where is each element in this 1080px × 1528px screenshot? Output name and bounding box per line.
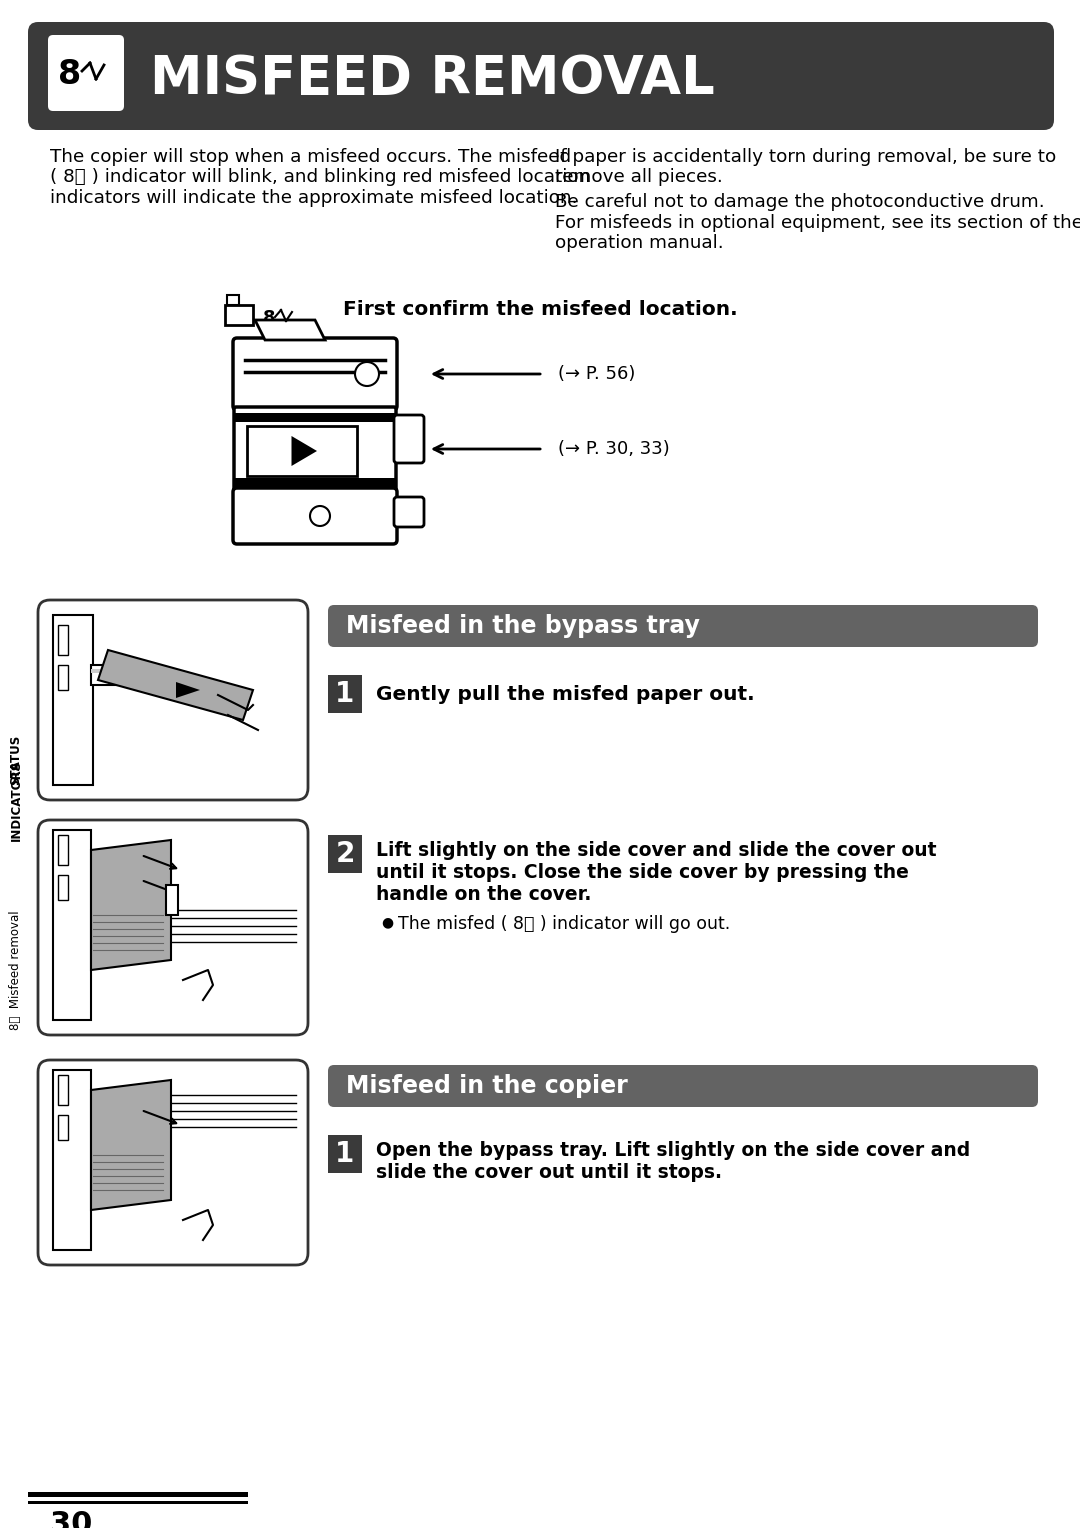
Polygon shape xyxy=(227,295,239,306)
Polygon shape xyxy=(98,649,253,720)
Text: Open the bypass tray. Lift slightly on the side cover and: Open the bypass tray. Lift slightly on t… xyxy=(376,1141,970,1160)
Circle shape xyxy=(355,362,379,387)
Text: (→ P. 56): (→ P. 56) xyxy=(558,365,635,384)
Bar xyxy=(166,885,178,915)
Bar xyxy=(328,834,362,872)
Circle shape xyxy=(310,506,330,526)
Bar xyxy=(58,1076,68,1105)
FancyBboxPatch shape xyxy=(394,416,424,463)
Bar xyxy=(28,1500,248,1504)
Bar xyxy=(58,876,68,900)
Text: operation manual.: operation manual. xyxy=(555,234,724,252)
Polygon shape xyxy=(91,1080,171,1210)
Bar xyxy=(328,675,362,714)
FancyBboxPatch shape xyxy=(38,821,308,1034)
Bar xyxy=(53,614,93,785)
FancyBboxPatch shape xyxy=(28,21,1054,130)
Text: The copier will stop when a misfeed occurs. The misfeed: The copier will stop when a misfeed occu… xyxy=(50,148,571,167)
Bar xyxy=(235,478,395,487)
Text: 1: 1 xyxy=(336,1140,354,1167)
Bar xyxy=(28,1491,248,1497)
Text: 1: 1 xyxy=(336,680,354,707)
Text: If paper is accidentally torn during removal, be sure to: If paper is accidentally torn during rem… xyxy=(555,148,1056,167)
Text: Gently pull the misfed paper out.: Gently pull the misfed paper out. xyxy=(376,685,755,703)
Text: 2: 2 xyxy=(335,840,354,868)
Bar xyxy=(91,669,149,672)
FancyBboxPatch shape xyxy=(328,1065,1038,1106)
FancyBboxPatch shape xyxy=(38,601,308,801)
Text: slide the cover out until it stops.: slide the cover out until it stops. xyxy=(376,1163,723,1183)
Text: remove all pieces.: remove all pieces. xyxy=(555,168,723,186)
Text: Misfeed in the bypass tray: Misfeed in the bypass tray xyxy=(346,614,700,639)
Text: ●: ● xyxy=(381,915,393,929)
Bar xyxy=(58,834,68,865)
FancyBboxPatch shape xyxy=(234,406,396,490)
Bar xyxy=(247,426,357,477)
Text: indicators will indicate the approximate misfeed location.: indicators will indicate the approximate… xyxy=(50,189,578,206)
Text: INDICATORS: INDICATORS xyxy=(10,759,23,840)
Bar xyxy=(53,1070,91,1250)
Text: 30: 30 xyxy=(50,1510,93,1528)
FancyBboxPatch shape xyxy=(48,35,124,112)
Polygon shape xyxy=(91,840,171,970)
Text: Misfeed in the copier: Misfeed in the copier xyxy=(346,1074,627,1099)
Text: 8: 8 xyxy=(58,58,82,92)
Polygon shape xyxy=(292,435,318,466)
Polygon shape xyxy=(255,319,325,341)
Bar xyxy=(225,306,253,325)
Bar xyxy=(53,830,91,1021)
Text: STATUS: STATUS xyxy=(10,735,23,785)
FancyBboxPatch shape xyxy=(233,338,397,410)
Text: 8⼧  Misfeed removal: 8⼧ Misfeed removal xyxy=(10,911,23,1030)
Text: Be careful not to damage the photoconductive drum.: Be careful not to damage the photoconduc… xyxy=(555,193,1044,211)
Polygon shape xyxy=(176,681,200,698)
Text: (→ P. 30, 33): (→ P. 30, 33) xyxy=(558,440,670,458)
Bar xyxy=(235,413,395,422)
Text: Lift slightly on the side cover and slide the cover out: Lift slightly on the side cover and slid… xyxy=(376,840,936,860)
Text: handle on the cover.: handle on the cover. xyxy=(376,885,592,905)
FancyBboxPatch shape xyxy=(38,1060,308,1265)
FancyBboxPatch shape xyxy=(394,497,424,527)
Text: 8: 8 xyxy=(264,309,275,327)
Bar xyxy=(58,625,68,656)
Bar xyxy=(58,1115,68,1140)
Text: For misfeeds in optional equipment, see its section of the: For misfeeds in optional equipment, see … xyxy=(555,214,1080,232)
Text: ( 8⼧ ) indicator will blink, and blinking red misfeed location: ( 8⼧ ) indicator will blink, and blinkin… xyxy=(50,168,591,186)
Text: First confirm the misfeed location.: First confirm the misfeed location. xyxy=(342,299,738,319)
Text: MISFEED REMOVAL: MISFEED REMOVAL xyxy=(150,53,715,105)
Bar xyxy=(91,665,151,685)
Bar xyxy=(328,1135,362,1174)
FancyBboxPatch shape xyxy=(328,605,1038,646)
Text: until it stops. Close the side cover by pressing the: until it stops. Close the side cover by … xyxy=(376,863,909,882)
FancyBboxPatch shape xyxy=(233,487,397,544)
Bar xyxy=(58,665,68,691)
Text: The misfed ( 8⼧ ) indicator will go out.: The misfed ( 8⼧ ) indicator will go out. xyxy=(399,915,730,934)
